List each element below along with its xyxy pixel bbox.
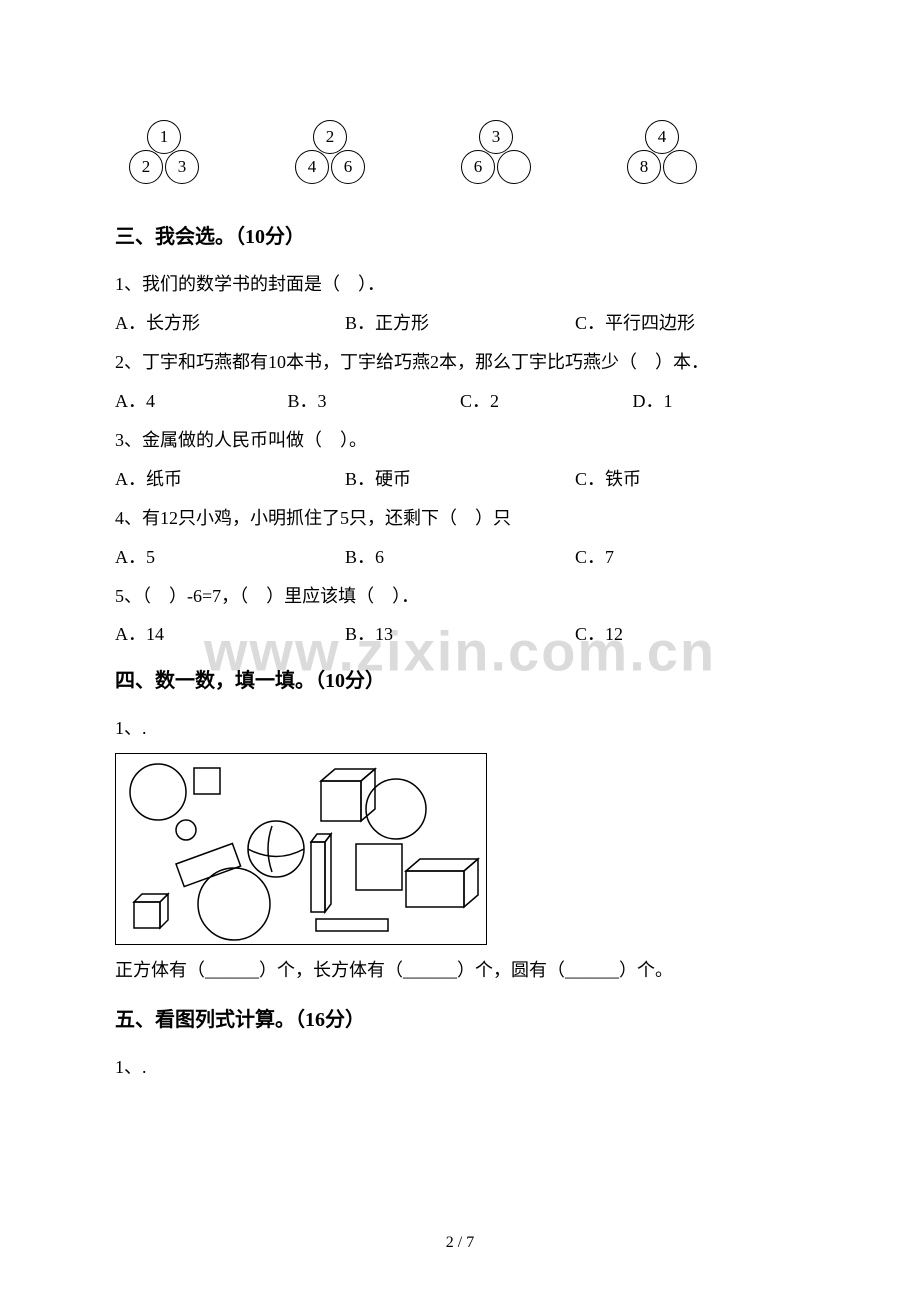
circle-group-1: 1 2 3 — [115, 120, 211, 190]
circle-3-bl: 6 — [461, 150, 495, 184]
page: www.zixin.com.cn 1 2 3 2 4 6 3 6 4 8 — [0, 0, 920, 1302]
q3-2-opt-b: B．3 — [288, 387, 461, 413]
circle-3-top: 3 — [479, 120, 513, 154]
q3-4-opt-a: A．5 — [115, 543, 345, 569]
circle-groups-row: 1 2 3 2 4 6 3 6 4 8 — [115, 120, 805, 190]
q3-5-options: A．14 B．13 C．12 — [115, 620, 805, 646]
q3-4-opt-c: C．7 — [575, 543, 805, 569]
circle-1-top: 1 — [147, 120, 181, 154]
q3-3-stem: 3、金属做的人民币叫做（ ）。 — [115, 427, 805, 455]
circle-3-br — [497, 150, 531, 184]
q3-2-opt-a: A．4 — [115, 387, 288, 413]
q4-1-num: 1、. — [115, 715, 805, 743]
q3-3-opt-c: C．铁币 — [575, 465, 805, 491]
q3-3-options: A．纸币 B．硬币 C．铁币 — [115, 465, 805, 491]
q3-4-options: A．5 B．6 C．7 — [115, 543, 805, 569]
q3-4-stem: 4、有12只小鸡，小明抓住了5只，还剩下（ ）只 — [115, 505, 805, 533]
q3-3-opt-a: A．纸币 — [115, 465, 345, 491]
circle-group-3: 3 6 — [447, 120, 543, 190]
shapes-figure — [115, 753, 487, 945]
q3-2-stem: 2、丁宇和巧燕都有10本书，丁宇给巧燕2本，那么丁宇比巧燕少（ ）本． — [115, 349, 805, 377]
circle-2-br: 6 — [331, 150, 365, 184]
q3-1-opt-c: C．平行四边形 — [575, 309, 805, 335]
content-area: 1 2 3 2 4 6 3 6 4 8 三、我会选。（10分） 1、我们的数学书… — [115, 120, 805, 1092]
section-5-heading: 五、看图列式计算。（16分） — [115, 1003, 805, 1032]
circle-group-4: 4 8 — [613, 120, 709, 190]
q5-1-num: 1、. — [115, 1054, 805, 1082]
circle-4-top: 4 — [645, 120, 679, 154]
circle-4-br — [663, 150, 697, 184]
circle-2-top: 2 — [313, 120, 347, 154]
q3-2-opt-d: D．1 — [633, 387, 806, 413]
circle-4-bl: 8 — [627, 150, 661, 184]
q3-1-stem: 1、我们的数学书的封面是（ ）． — [115, 271, 805, 299]
circle-1-bl: 2 — [129, 150, 163, 184]
circle-2-bl: 4 — [295, 150, 329, 184]
section-3-heading: 三、我会选。（10分） — [115, 220, 805, 249]
section-4-heading: 四、数一数，填一填。（10分） — [115, 664, 805, 693]
q3-2-opt-c: C．2 — [460, 387, 633, 413]
q4-fill-line: 正方体有（______）个，长方体有（______）个，圆有（______）个。 — [115, 957, 805, 985]
q3-3-opt-b: B．硬币 — [345, 465, 575, 491]
shapes-svg — [116, 754, 486, 944]
q3-5-opt-b: B．13 — [345, 620, 575, 646]
q3-4-opt-b: B．6 — [345, 543, 575, 569]
circle-1-br: 3 — [165, 150, 199, 184]
q3-2-options: A．4 B．3 C．2 D．1 — [115, 387, 805, 413]
q3-1-opt-b: B．正方形 — [345, 309, 575, 335]
q3-5-stem: 5、（ ）-6=7，（ ）里应该填（ ）． — [115, 583, 805, 611]
q3-5-opt-c: C．12 — [575, 620, 805, 646]
circle-group-2: 2 4 6 — [281, 120, 377, 190]
page-number: 2 / 7 — [0, 1234, 920, 1252]
q3-5-opt-a: A．14 — [115, 620, 345, 646]
q3-1-opt-a: A．长方形 — [115, 309, 345, 335]
q3-1-options: A．长方形 B．正方形 C．平行四边形 — [115, 309, 805, 335]
